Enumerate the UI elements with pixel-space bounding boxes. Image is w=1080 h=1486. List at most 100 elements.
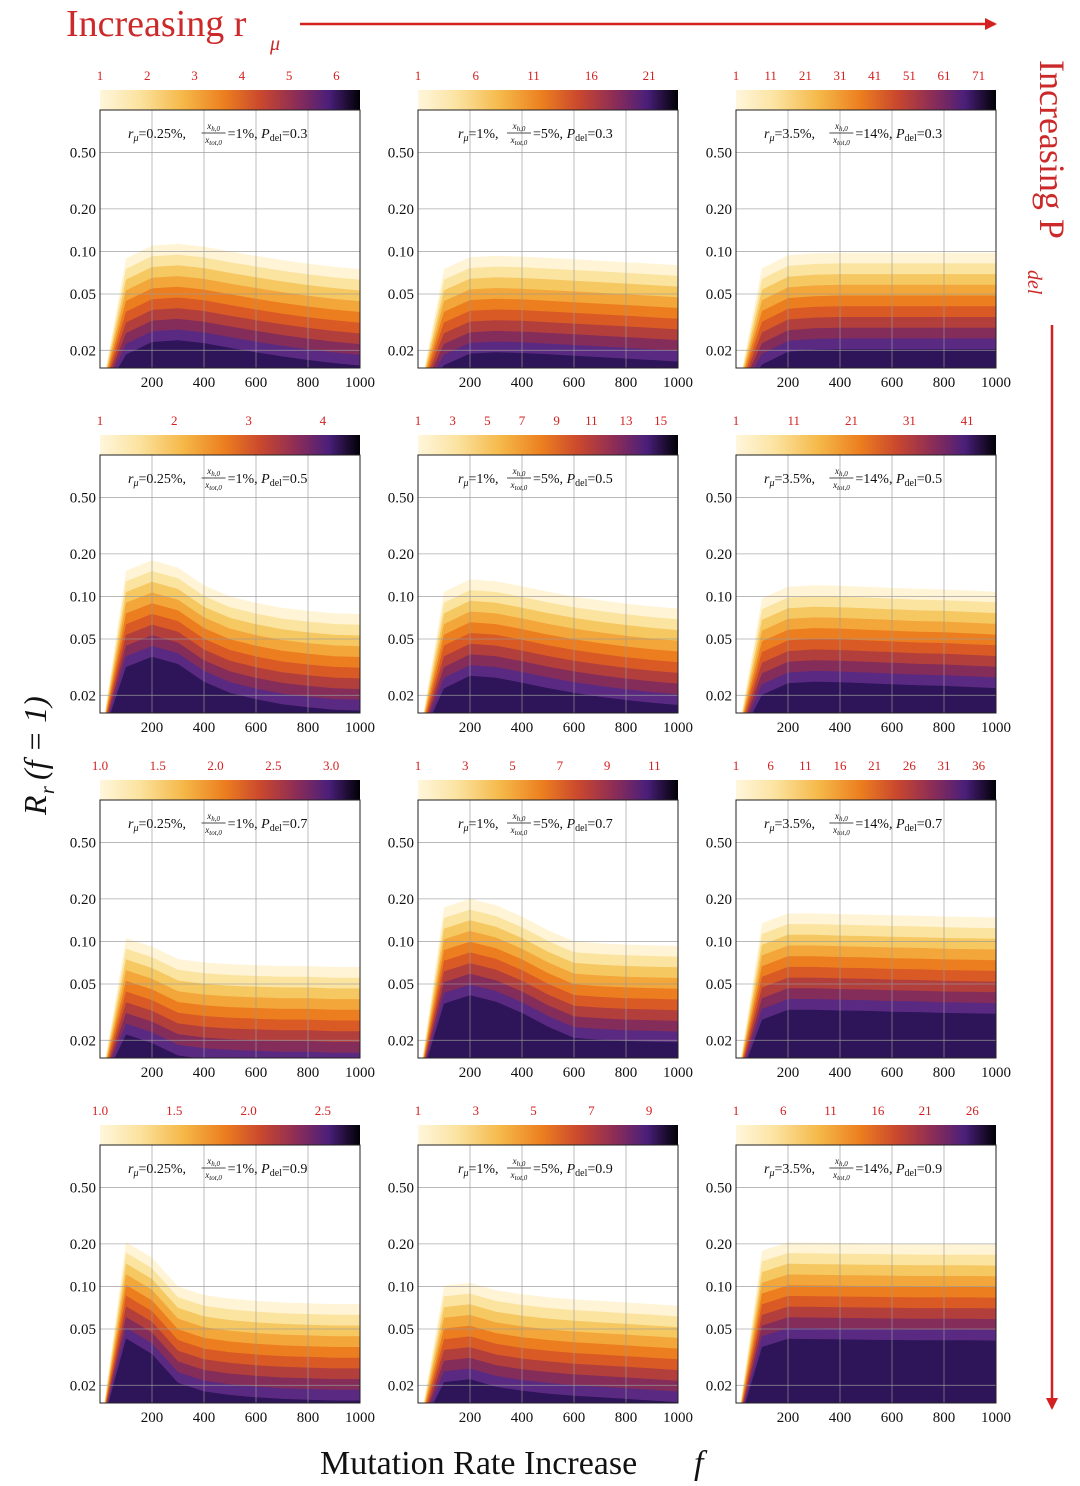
y-tick-label: 0.02 [388,688,414,704]
annotation-pdel: =1%, Pdel=0.7 [228,817,308,834]
svg-text:xh,0: xh,0 [834,1156,848,1168]
contour-band [432,675,678,713]
x-tick-label: 400 [193,1065,216,1081]
x-tick-label: 1000 [981,720,1011,736]
annotation-rmu: rμ=3.5%, [764,127,815,144]
y-tick-label: 0.20 [70,547,96,563]
colorbar-tick-label: 51 [903,68,916,83]
colorbar-tick-label: 4 [239,68,246,83]
colorbar [100,1125,360,1145]
colorbar-tick-label: 1.5 [166,1103,182,1118]
x-tick-label: 200 [141,1065,164,1081]
colorbar-tick-label: 7 [588,1103,595,1118]
plot-frame [735,454,997,714]
annotation-rmu: rμ=1%, [458,127,499,144]
colorbar-tick-label: 26 [966,1103,980,1118]
y-tick-label: 0.02 [70,688,96,704]
y-tick-label: 0.10 [706,244,732,260]
annotation-pdel: =5%, Pdel=0.9 [533,1162,613,1179]
x-tick-label: 400 [511,1410,534,1426]
y-tick-label: 0.10 [388,934,414,950]
colorbar-tick-label: 11 [585,413,598,428]
x-tick-label: 400 [829,720,852,736]
y-axis-label: R r (f = 1) [17,696,59,816]
colorbar-tick-label: 31 [834,68,847,83]
x-tick-label: 800 [297,375,320,391]
colorbar-tick-label: 2 [171,413,178,428]
x-tick-label: 1000 [981,1410,1011,1426]
annotation-ratio: xh,0 xtot,0 [829,466,854,492]
annotation-rmu: rμ=1%, [458,1162,499,1179]
svg-text:xtot,0: xtot,0 [832,1170,850,1182]
y-tick-label: 0.05 [70,1322,96,1338]
annotation-pdel: =5%, Pdel=0.7 [533,817,613,834]
colorbar-tick-label: 6 [473,68,480,83]
panel-annotation: rμ=3.5%, xh,0 xtot,0 =14%, Pdel=0.5 [764,466,942,492]
y-tick-label: 0.20 [70,892,96,908]
y-tick-label: 0.05 [388,287,414,303]
x-tick-label: 200 [459,1410,482,1426]
x-tick-label: 600 [563,720,586,736]
y-tick-label: 0.02 [70,1378,96,1394]
annotation-ratio: xh,0 xtot,0 [201,466,226,492]
colorbar-tick-label: 5 [484,413,491,428]
annotation-pdel: =14%, Pdel=0.9 [855,1162,942,1179]
colorbar-tick-label: 15 [654,413,667,428]
y-tick-label: 0.05 [70,287,96,303]
plot-frame [99,1144,361,1404]
annotation-rmu: rμ=3.5%, [764,472,815,489]
contour-fill [423,1282,678,1403]
annotation-rmu: rμ=3.5%, [764,1162,815,1179]
panel: 1.0 1.5 2.0 2.5 3.0 200 400 600 800 1000 0.02 0.05 0… [70,758,375,1081]
y-tick-label: 0.10 [388,589,414,605]
y-tick-label: 0.20 [706,892,732,908]
panel-annotation: rμ=0.25%, xh,0 xtot,0 =1%, Pdel=0.7 [128,811,307,837]
annotation-pdel: =5%, Pdel=0.3 [533,127,613,144]
annotation-rmu: rμ=0.25%, [128,1162,186,1179]
x-tick-label: 800 [615,1065,638,1081]
svg-text:xh,0: xh,0 [206,466,220,478]
contour-band [433,1379,678,1403]
x-tick-label: 400 [511,375,534,391]
colorbar [100,90,360,110]
x-tick-label: 1000 [663,720,693,736]
colorbar-tick-label: 1 [733,758,740,773]
x-tick-label: 200 [459,375,482,391]
x-tick-label: 400 [829,1065,852,1081]
contour-fill [741,585,996,713]
svg-text:xh,0: xh,0 [512,121,526,133]
panel: 1.0 1.5 2.0 2.5 200 400 600 800 1000 0.02 0.05 0.10… [70,1103,375,1426]
colorbar-tick-label: 2.0 [207,758,223,773]
plot-frame [99,799,361,1059]
x-tick-label: 1000 [981,375,1011,391]
x-tick-label: 400 [829,1410,852,1426]
annotation-ratio: xh,0 xtot,0 [829,811,854,837]
contour-band [753,338,996,368]
colorbar-tick-label: 4 [320,413,327,428]
y-tick-label: 0.20 [70,1237,96,1253]
x-tick-label: 400 [511,720,534,736]
panel-annotation: rμ=1%, xh,0 xtot,0 =5%, Pdel=0.5 [458,466,613,492]
y-tick-label: 0.05 [388,632,414,648]
x-tick-label: 200 [141,1410,164,1426]
colorbar-tick-label: 3 [245,413,252,428]
y-tick-label: 0.50 [388,1181,414,1197]
y-tick-label: 0.05 [706,1322,732,1338]
x-tick-label: 800 [615,375,638,391]
annotation-pdel: =1%, Pdel=0.5 [228,472,308,489]
colorbar-tick-label: 21 [643,68,656,83]
grid [100,1145,361,1403]
x-tick-label: 800 [933,1410,956,1426]
plot-frame [99,454,361,714]
colorbar-tick-label: 21 [868,758,881,773]
colorbar-tick-label: 31 [903,413,916,428]
colorbar-tick-label: 16 [834,758,848,773]
x-tick-label: 800 [615,720,638,736]
annotation-rmu: rμ=0.25%, [128,127,186,144]
svg-text:xh,0: xh,0 [834,121,848,133]
colorbar-tick-label: 5 [530,1103,537,1118]
colorbar [736,90,996,110]
annotation-ratio: xh,0 xtot,0 [507,121,531,147]
svg-text:xh,0: xh,0 [512,811,526,823]
